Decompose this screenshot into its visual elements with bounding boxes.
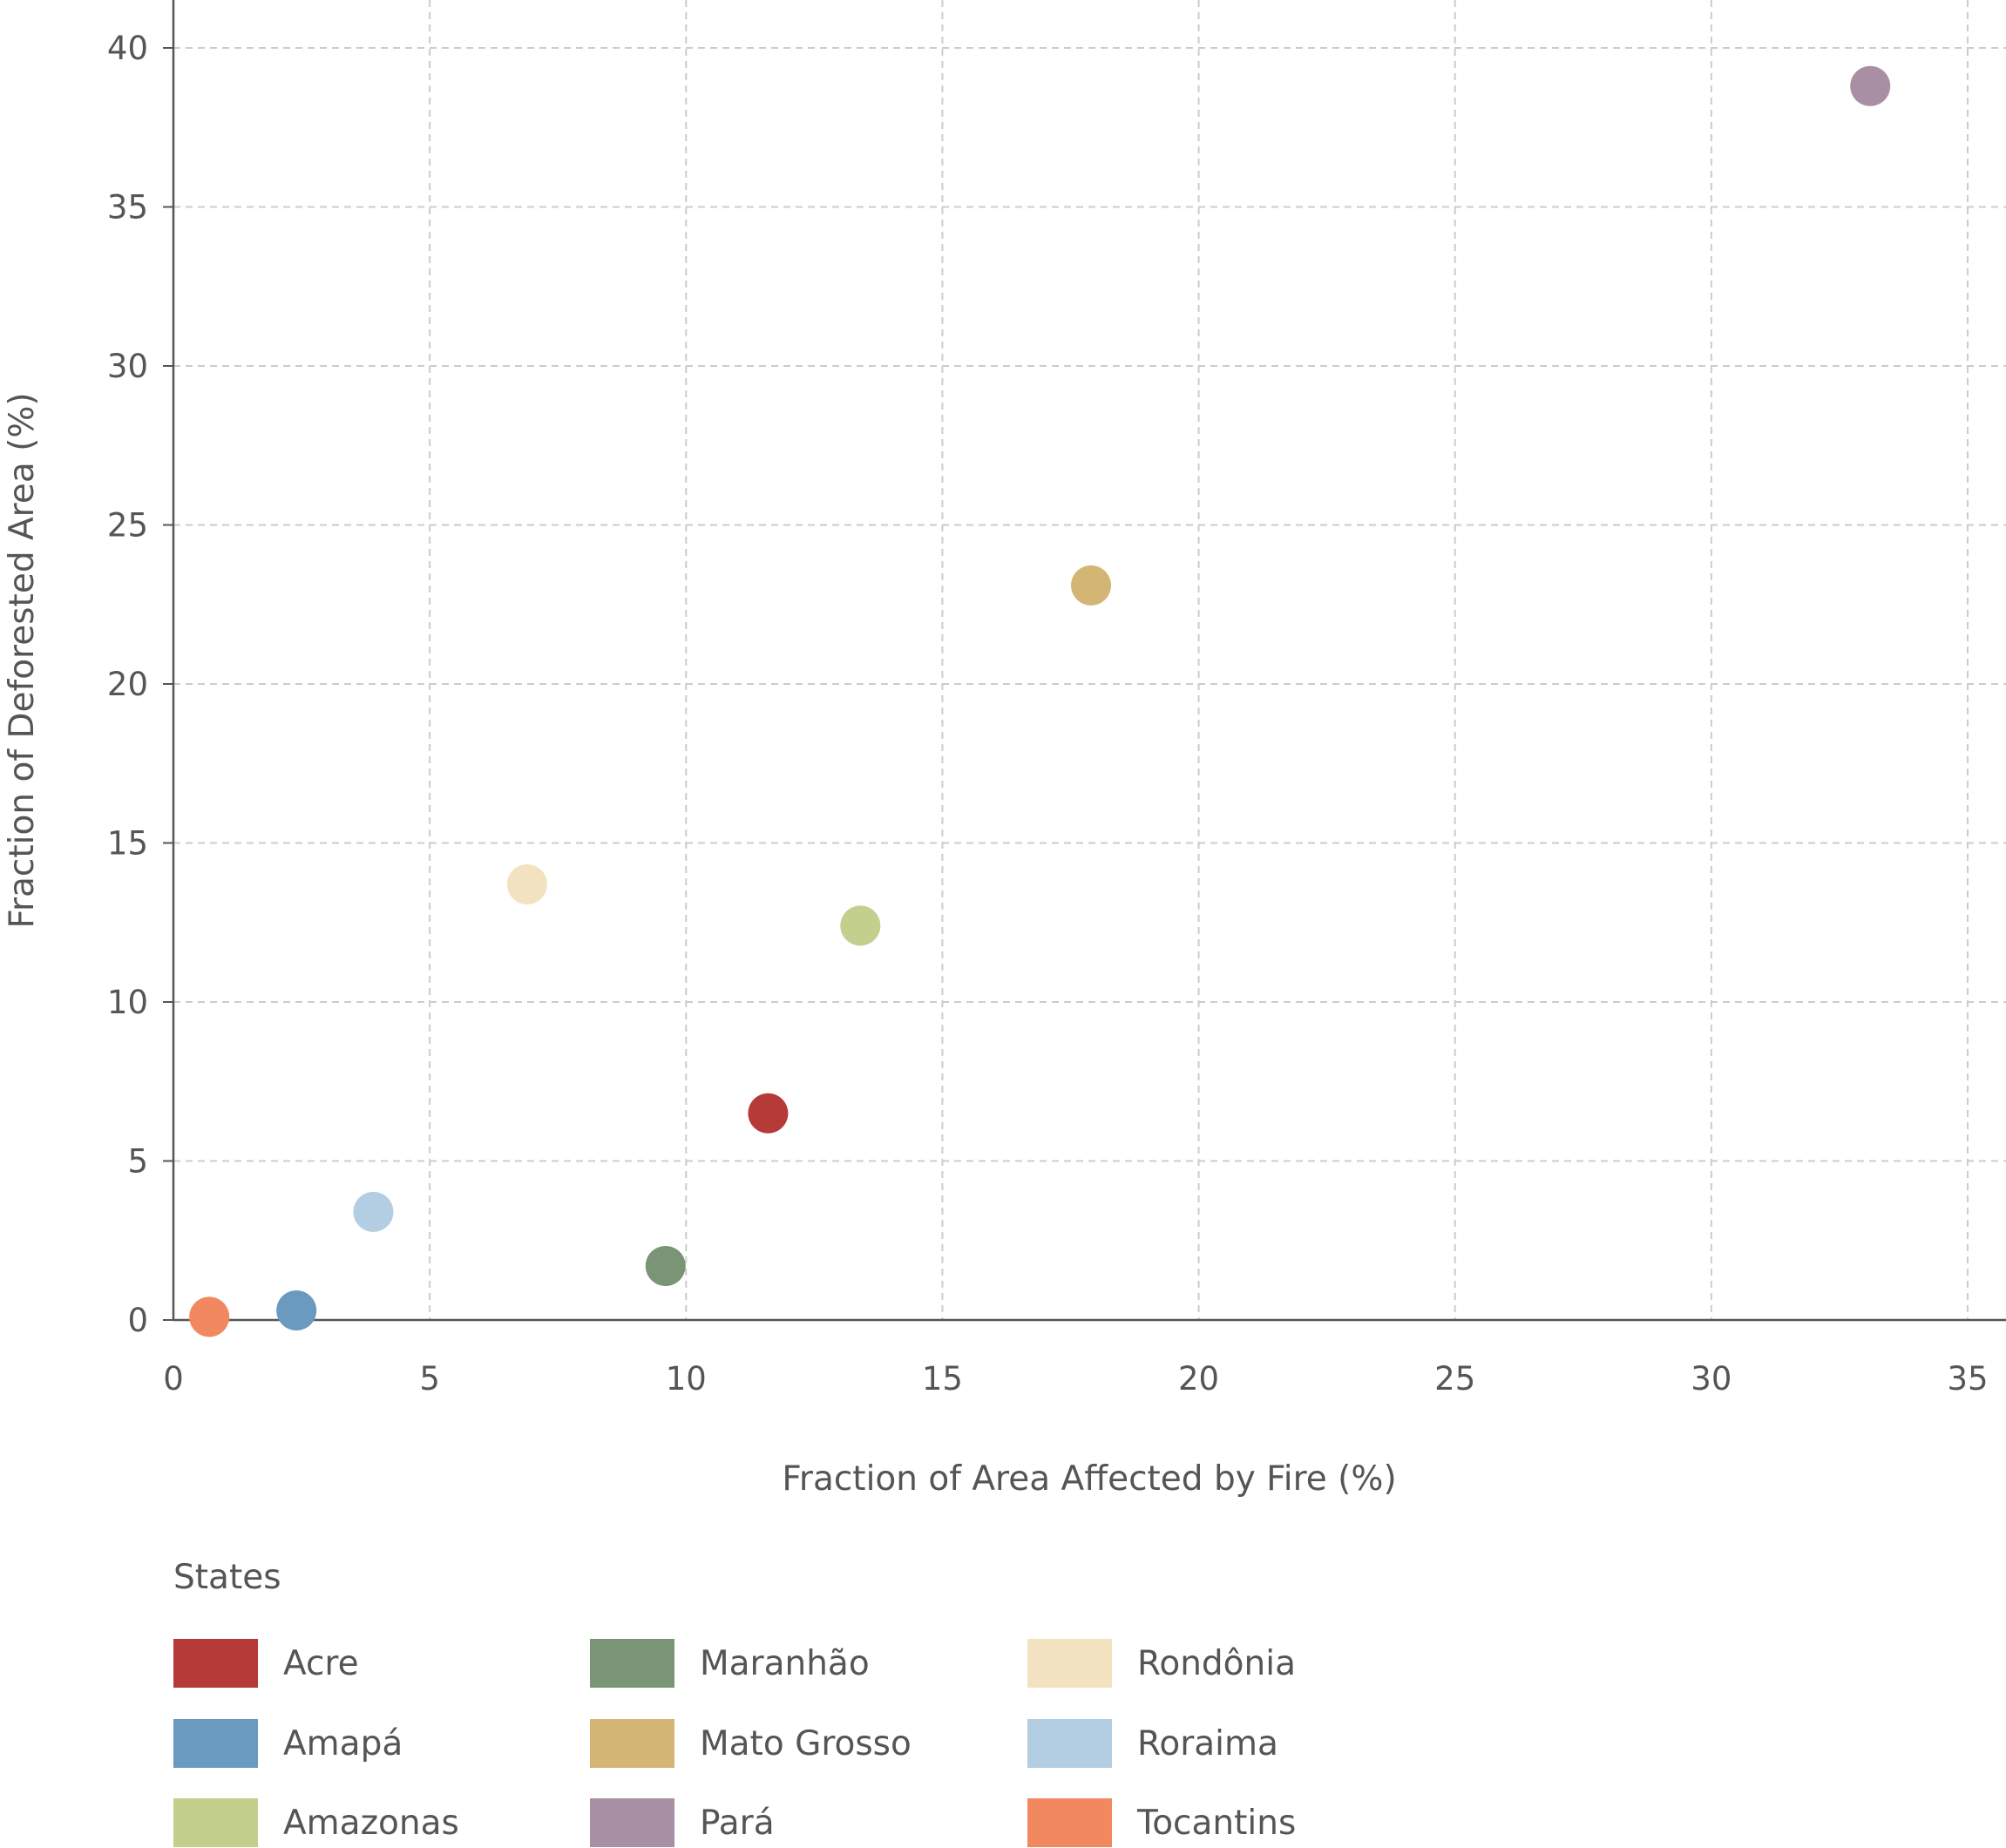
- legend-swatch: [173, 1639, 258, 1688]
- x-tick-label: 5: [419, 1360, 440, 1398]
- legend-label: Roraima: [1137, 1723, 1278, 1763]
- y-tick-label: 5: [127, 1143, 148, 1181]
- tick-labels: 0 5 10 15 20 25 30 35 0 5 10 15 20 25 30 35 40: [107, 30, 1989, 1398]
- legend-label: Maranhão: [700, 1643, 870, 1683]
- x-tick-label: 20: [1178, 1360, 1219, 1398]
- legend-label: Amazonas: [283, 1803, 459, 1843]
- data-point-para: [1850, 65, 1891, 106]
- x-axis-title: Fraction of Area Affected by Fire (%): [782, 1459, 1396, 1499]
- legend-swatch: [1027, 1719, 1112, 1768]
- data-points: [189, 65, 1891, 1337]
- legend-item: Tocantins: [1027, 1797, 1296, 1848]
- legend-item: Mato Grosso: [590, 1718, 912, 1769]
- x-tick-label: 15: [922, 1360, 963, 1398]
- legend-item: Acre: [173, 1638, 359, 1689]
- axes: [163, 0, 2006, 1322]
- legend-swatch: [590, 1639, 674, 1688]
- legend-item: Amazonas: [173, 1797, 459, 1848]
- legend-label: Tocantins: [1137, 1803, 1297, 1843]
- legend-swatch: [1027, 1798, 1112, 1847]
- legend-item: Roraima: [1027, 1718, 1278, 1769]
- y-tick-label: 0: [127, 1302, 148, 1339]
- legend-item: Pará: [590, 1797, 775, 1848]
- legend-item: Maranhão: [590, 1638, 870, 1689]
- x-tick-label: 25: [1434, 1360, 1475, 1398]
- y-tick-label: 35: [107, 189, 148, 227]
- y-tick-label: 30: [107, 348, 148, 385]
- data-point-mato-grosso: [1071, 565, 1112, 606]
- legend-label: Rondônia: [1137, 1643, 1296, 1683]
- y-tick-label: 25: [107, 507, 148, 545]
- legend-item: Amapá: [173, 1718, 403, 1769]
- legend-swatch: [173, 1719, 258, 1768]
- legend-label: Pará: [700, 1803, 775, 1843]
- y-tick-label: 40: [107, 30, 148, 67]
- x-tick-label: 0: [163, 1360, 184, 1398]
- legend-item: Rondônia: [1027, 1638, 1296, 1689]
- data-point-roraima: [353, 1191, 394, 1232]
- legend-label: Acre: [283, 1643, 359, 1683]
- data-point-amapa: [276, 1290, 317, 1331]
- legend-swatch: [590, 1798, 674, 1847]
- data-point-tocantins: [189, 1296, 230, 1337]
- data-point-rondonia: [506, 863, 547, 904]
- y-axis-title: Fraction of Deforested Area (%): [3, 392, 42, 928]
- grid: [173, 0, 2006, 1320]
- legend-swatch: [173, 1798, 258, 1847]
- legend-swatch: [590, 1719, 674, 1768]
- x-tick-label: 30: [1691, 1360, 1732, 1398]
- legend-swatch: [1027, 1639, 1112, 1688]
- y-tick-label: 15: [107, 825, 148, 863]
- legend: States Acre Amapá Amazonas Maranhão Mato Gro…: [173, 1558, 1742, 1847]
- legend-label: Mato Grosso: [700, 1723, 912, 1763]
- y-tick-label: 10: [107, 984, 148, 1021]
- legend-label: Amapá: [283, 1723, 403, 1763]
- x-tick-label: 35: [1947, 1360, 1988, 1398]
- data-point-amazonas: [840, 905, 881, 946]
- x-tick-label: 10: [666, 1360, 707, 1398]
- legend-title: States: [173, 1558, 281, 1597]
- y-tick-label: 20: [107, 666, 148, 703]
- data-point-acre: [748, 1093, 789, 1134]
- data-point-maranhao: [645, 1245, 686, 1286]
